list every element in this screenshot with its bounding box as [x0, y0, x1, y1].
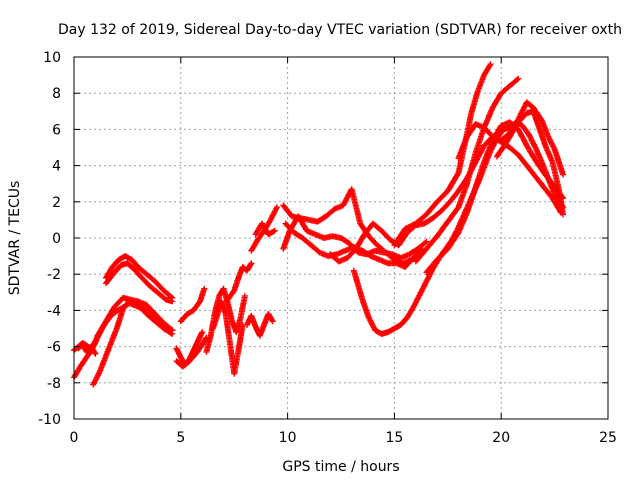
- series-track-c: [90, 298, 176, 388]
- y-tick-label: 8: [52, 86, 61, 102]
- x-axis-label: GPS time / hours: [282, 459, 399, 475]
- x-tick-label: 20: [492, 430, 510, 446]
- x-tick-label: 10: [279, 430, 297, 446]
- marker-trace: [103, 253, 176, 301]
- x-tick-label: 15: [385, 430, 403, 446]
- y-tick-label: 0: [52, 231, 61, 247]
- series-track-r: [282, 220, 426, 270]
- marker-trace: [209, 298, 246, 377]
- series-track-h: [173, 334, 210, 370]
- series-track-f: [75, 341, 99, 357]
- series-track-d: [103, 253, 176, 301]
- y-tick-label: -8: [47, 376, 61, 392]
- series-track-k: [209, 298, 246, 377]
- y-tick-label: 4: [52, 159, 61, 175]
- chart-title: Day 132 of 2019, Sidereal Day-to-day VTE…: [58, 22, 622, 38]
- marker-trace: [244, 311, 276, 339]
- y-axis-label: SDTVAR / TECUs: [7, 181, 23, 296]
- x-tick-label: 25: [599, 430, 617, 446]
- series-track-o: [252, 220, 278, 238]
- y-tick-label: -4: [47, 303, 61, 319]
- x-tick-labels: 0 5 10 15 20 25: [70, 430, 617, 446]
- data-points: [71, 61, 567, 388]
- marker-trace: [282, 220, 426, 270]
- marker-trace: [75, 341, 99, 357]
- y-tick-label: -2: [47, 267, 61, 283]
- series-track-m: [244, 311, 276, 339]
- series-track-i: [177, 285, 208, 325]
- marker-trace: [177, 285, 208, 325]
- marker-trace: [90, 298, 176, 388]
- axis-ticks: [73, 56, 609, 420]
- marker-trace: [412, 75, 522, 265]
- x-tick-label: 5: [176, 430, 185, 446]
- series-track-y: [493, 99, 567, 178]
- marker-trace: [103, 260, 176, 305]
- series-track-e: [103, 260, 176, 305]
- y-tick-label: 2: [52, 195, 61, 211]
- y-tick-label: 6: [52, 122, 61, 138]
- series-track-v: [412, 75, 522, 265]
- y-tick-label: -6: [47, 340, 61, 356]
- y-tick-labels: -10 -8 -6 -4 -2 0 2 4 6 8 10: [38, 50, 61, 428]
- series-track-l: [224, 260, 255, 303]
- grid: [74, 57, 608, 419]
- marker-trace: [173, 334, 210, 370]
- x-tick-label: 0: [70, 430, 79, 446]
- marker-trace: [224, 260, 255, 303]
- marker-trace: [493, 99, 567, 178]
- marker-trace: [252, 220, 278, 238]
- y-tick-label: -10: [38, 412, 61, 428]
- y-tick-label: 10: [43, 50, 61, 66]
